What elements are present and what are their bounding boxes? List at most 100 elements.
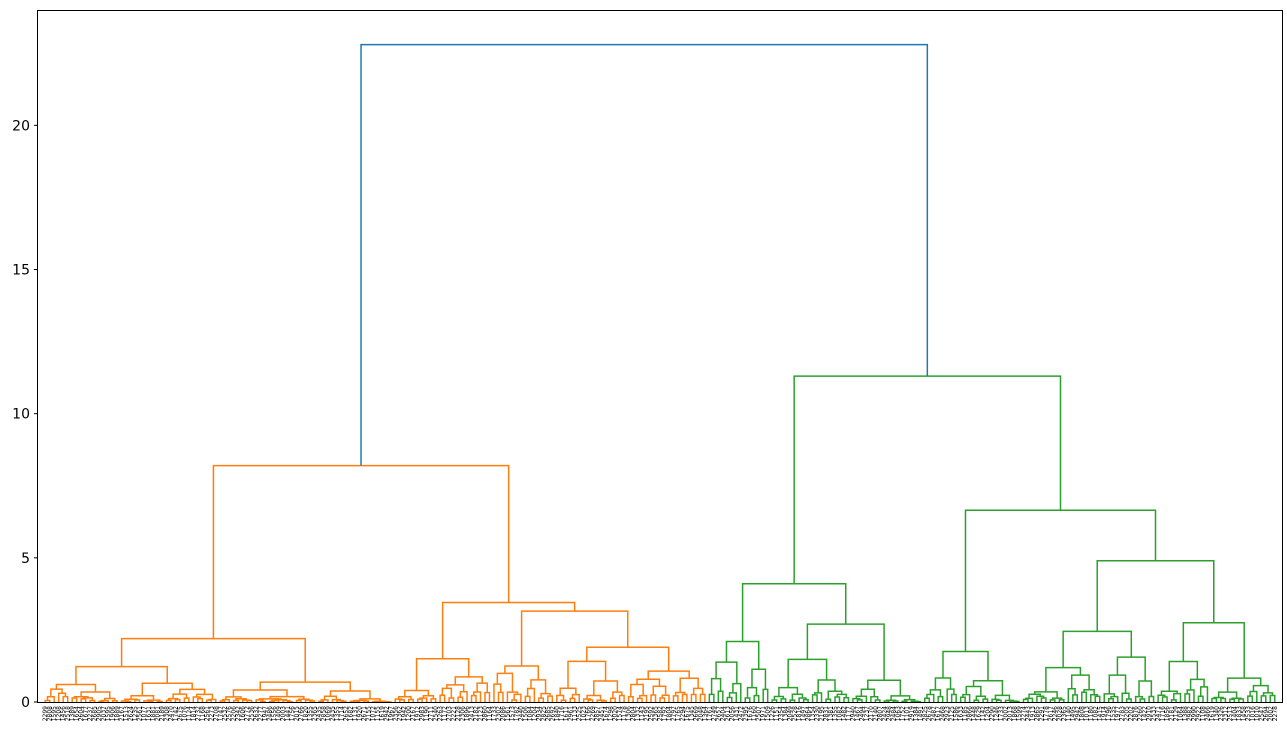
leaf-label: 1422: [1142, 706, 1149, 721]
leaf-label: 1355: [832, 706, 839, 721]
dendrogram-link-94: [484, 691, 491, 702]
leaf-label: 2326: [1218, 706, 1225, 721]
leaf-label: 1716: [558, 706, 565, 721]
leaf-label: 1896: [464, 706, 471, 721]
leaf-label: 2685: [545, 706, 552, 721]
leaf-label: 1804: [666, 706, 673, 721]
leaf-label: 1133: [572, 706, 579, 721]
leaf-label: 2532: [222, 706, 229, 721]
leaf-label: 1674: [603, 706, 610, 721]
leaf-label: 1619: [1209, 706, 1216, 721]
leaf-label: 2749: [711, 706, 718, 721]
dendrogram-link-237: [1108, 674, 1127, 694]
leaf-label: 2291: [1038, 706, 1045, 721]
dendrogram-link-6: [80, 698, 87, 702]
leaf-label: 1631: [145, 706, 152, 721]
dendrogram-link-224: [1072, 694, 1079, 702]
leaf-label: 1611: [563, 706, 570, 721]
dendrogram-link-147: [708, 693, 715, 702]
leaf-label: 2312: [1222, 706, 1229, 721]
leaf-label: 2471: [1155, 706, 1162, 721]
dendrogram-link-253: [1189, 678, 1205, 691]
leaf-label: 2484: [890, 706, 897, 721]
leaf-label: 2205: [1124, 706, 1131, 721]
leaf-label: 2472: [738, 706, 745, 721]
leaf-label: 2048: [697, 706, 704, 721]
leaf-label: 2049: [787, 706, 794, 721]
leaf-label: 2413: [469, 706, 476, 721]
leaf-label: 1971: [760, 706, 767, 721]
leaf-label: 2487: [931, 706, 938, 721]
leaf-label: 2013: [1007, 706, 1014, 721]
leaf-label: 1633: [958, 706, 965, 721]
leaf-label: 2128: [455, 706, 462, 721]
dendrogram-link-184: [892, 700, 899, 702]
leaf-label: 2703: [446, 706, 453, 721]
leaf-label: 2825: [922, 706, 929, 721]
dendrogram-link-198: [950, 693, 957, 702]
dendrogram-link-246: [1170, 699, 1177, 702]
leaf-label: 2948: [886, 706, 893, 721]
leaf-label: 2940: [850, 706, 857, 721]
dendrogram-link-87: [448, 697, 455, 702]
dendrogram-link-243: [1062, 630, 1133, 668]
dendrogram-link-247: [1173, 692, 1182, 702]
dendrogram-link-68: [352, 699, 367, 702]
leaf-label: 1792: [661, 706, 668, 721]
leaf-label: 2435: [329, 706, 336, 721]
dendrogram-link-143: [586, 646, 670, 672]
dendrogram-link-159: [725, 640, 760, 670]
dendrogram-link-25: [165, 699, 172, 702]
leaf-label: 1595: [51, 706, 58, 721]
dendrogram-link-161: [780, 698, 787, 702]
leaf-label: 2876: [1133, 706, 1140, 721]
leaf-label: 2206: [231, 706, 238, 721]
leaf-label: 1237: [863, 706, 870, 721]
leaf-label: 2513: [1227, 706, 1234, 721]
leaf-label: 1204: [985, 706, 992, 721]
leaf-label: 1856: [1164, 706, 1171, 721]
leaf-label: 2982: [1187, 706, 1194, 721]
leaf-label: 2652: [343, 706, 350, 721]
leaf-label: 1180: [1088, 706, 1095, 721]
leaf-label: 1246: [994, 706, 1001, 721]
dendrogram-link-220: [1049, 699, 1056, 702]
leaf-label: 1340: [1213, 706, 1220, 721]
dendrogram-link-214: [942, 650, 989, 681]
leaf-label: 1208: [56, 706, 63, 721]
leaf-label: 2857: [594, 706, 601, 721]
leaf-label: 1364: [702, 706, 709, 721]
leaf-label: 1676: [747, 706, 754, 721]
dendrogram-link-176: [787, 658, 828, 688]
leaf-label: 1682: [347, 706, 354, 721]
dendrogram-link-210: [1009, 700, 1018, 702]
leaf-label: 1458: [1240, 706, 1247, 721]
dendrogram-link-163: [789, 699, 796, 702]
dendrogram-link-226: [1081, 691, 1088, 702]
leaf-label: 1733: [491, 706, 498, 721]
leaf-label: 2037: [101, 706, 108, 721]
leaf-label: 1556: [271, 706, 278, 721]
leaf-label: 2576: [226, 706, 233, 721]
leaf-label: 1947: [262, 706, 269, 721]
dendrogram-link-218: [1036, 695, 1045, 702]
leaf-label: 2525: [576, 706, 583, 721]
leaf-label: 2167: [119, 706, 126, 721]
leaf-label: 1077: [141, 706, 148, 721]
dendrogram-link-192: [806, 623, 885, 681]
leaf-label: 2155: [365, 706, 372, 721]
dendrogram-link-252: [1199, 686, 1209, 702]
dendrogram-link-144: [520, 610, 629, 666]
dendrogram-link-32: [206, 699, 213, 702]
leaf-label: 1431: [733, 706, 740, 721]
leaf-label: 2237: [87, 706, 94, 721]
dendrogram-link-95: [476, 682, 488, 693]
leaf-label: 2766: [298, 706, 305, 721]
dendrogram-link-240: [1148, 695, 1155, 702]
dendrogram-link-72: [374, 700, 386, 702]
leaf-label: 2182: [473, 706, 480, 721]
dendrogram-link-105: [526, 687, 536, 702]
leaf-label: 1084: [527, 706, 534, 721]
leaf-label: 1108: [1200, 706, 1207, 721]
leaf-label: 1345: [688, 706, 695, 721]
